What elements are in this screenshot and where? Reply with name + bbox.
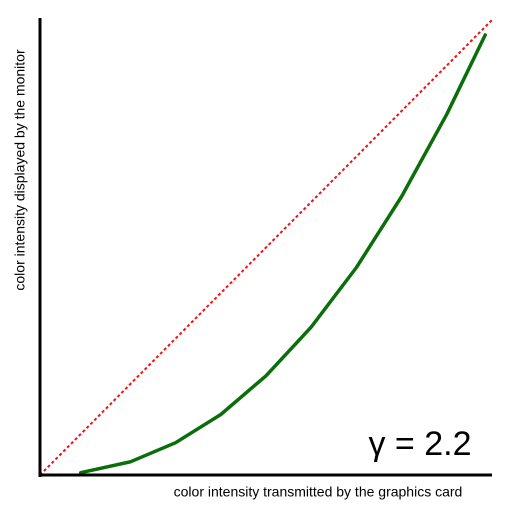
plot-area [39,19,493,476]
reference-line [39,19,493,476]
annotation: γ = 2.2 [368,425,471,463]
x-axis-label: color intensity transmitted by the graph… [174,484,463,500]
y-axis-label: color intensity displayed by the monitor [12,49,28,291]
gamma-curve [78,33,487,475]
